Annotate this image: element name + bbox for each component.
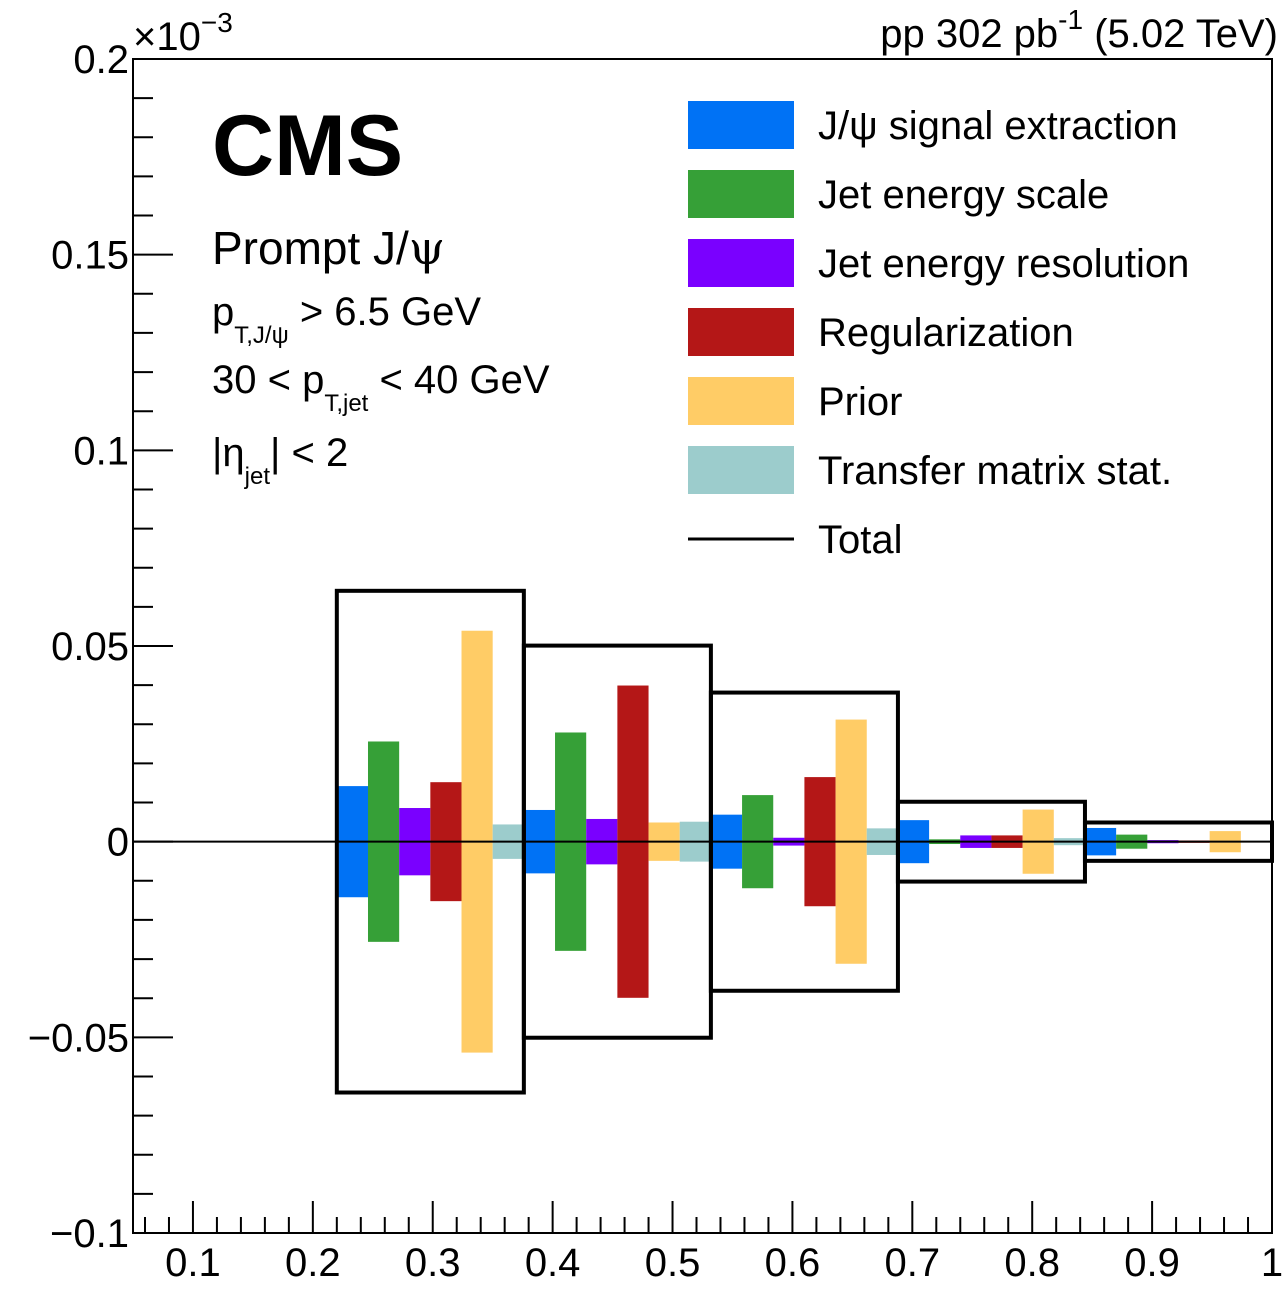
x-tick-label: 0.8	[1004, 1241, 1060, 1285]
jet-pt-high: < 40 GeV	[368, 358, 550, 402]
y-tick-label: 0.2	[73, 38, 129, 82]
legend-label: J/ψ signal extraction	[818, 104, 1178, 148]
eta-close: | < 2	[270, 431, 348, 475]
pt-jet-symbol: p	[302, 358, 324, 402]
selection-pt-jpsi: pT,J/ψ > 6.5 GeV	[212, 290, 481, 349]
selection-pt-jet: 30 < pT,jet < 40 GeV	[212, 358, 550, 417]
legend-label: Total	[818, 518, 903, 562]
x-tick-label: 0.7	[885, 1241, 941, 1285]
legend-swatch	[688, 101, 794, 149]
x-axis: 0.1 0.2 0.3 0.4 0.5 0.6 0.7 0.8 0.9 1	[143, 1201, 1283, 1285]
y-tick-label: −0.1	[50, 1212, 129, 1256]
y-tick-label: 0.1	[73, 429, 129, 473]
pt-jpsi-cut: > 6.5 GeV	[289, 290, 482, 334]
x-tick-label: 1	[1261, 1241, 1283, 1285]
y-tick-label: −0.05	[28, 1016, 129, 1060]
legend-label: Prior	[818, 380, 902, 424]
y-multiplier: ×10−3	[133, 7, 233, 59]
legend-label: Transfer matrix stat.	[818, 449, 1172, 493]
header-luminosity: pp 302 pb-1 (5.02 TeV)	[880, 4, 1278, 56]
header-exponent: -1	[1058, 4, 1083, 35]
header-suffix: (5.02 TeV)	[1083, 12, 1278, 56]
prompt-prefix: Prompt J/	[212, 222, 409, 274]
pt-jet-subscript: T,jet	[324, 390, 368, 417]
legend-label: Jet energy resolution	[818, 242, 1189, 286]
experiment-label: CMS	[212, 98, 403, 194]
header-prefix: pp 302 pb	[880, 12, 1058, 56]
y-multiplier-exponent: −3	[201, 7, 233, 38]
x-tick-label: 0.1	[165, 1241, 221, 1285]
y-tick-label: 0.05	[51, 625, 129, 669]
selection-eta: |ηjet| < 2	[212, 431, 348, 490]
x-tick-label: 0.5	[645, 1241, 701, 1285]
x-tick-label: 0.6	[765, 1241, 821, 1285]
legend-label: Jet energy scale	[818, 173, 1109, 217]
x-tick-label: 0.3	[405, 1241, 461, 1285]
legend-swatch	[688, 239, 794, 287]
x-tick-label: 0.4	[525, 1241, 581, 1285]
y-axis: 0.2 0.15 0.1 0.05 0 −0.05 −0.1	[28, 38, 173, 1256]
x-tick-label: 0.9	[1124, 1241, 1180, 1285]
legend-swatch	[688, 170, 794, 218]
eta-subscript: jet	[244, 463, 271, 490]
y-tick-label: 0.15	[51, 234, 129, 278]
y-multiplier-base: ×10	[133, 15, 201, 59]
pt-symbol: p	[212, 290, 234, 334]
legend-swatch	[688, 308, 794, 356]
prompt-psi: ψ	[409, 221, 445, 275]
legend-label: Regularization	[818, 311, 1074, 355]
pt-jpsi-subscript: T,J/ψ	[234, 322, 288, 349]
x-tick-label: 0.2	[285, 1241, 341, 1285]
eta-open: |η	[212, 431, 245, 475]
y-tick-label: 0	[107, 821, 129, 865]
legend-swatch	[688, 446, 794, 494]
legend: J/ψ signal extraction Jet energy scale Jet…	[688, 101, 1189, 562]
legend-swatch	[688, 377, 794, 425]
jet-pt-low: 30 <	[212, 358, 302, 402]
selection-prompt: Prompt J/ψ	[212, 221, 445, 275]
